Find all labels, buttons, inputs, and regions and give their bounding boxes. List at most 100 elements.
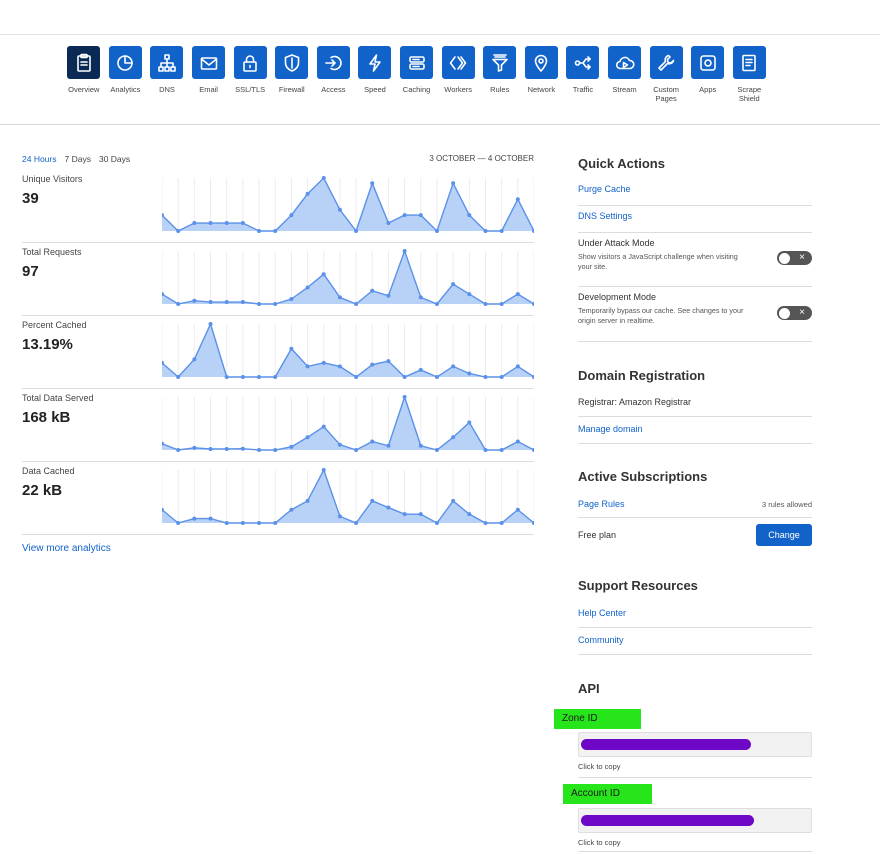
data-point[interactable] — [402, 249, 407, 253]
data-point[interactable] — [192, 445, 197, 450]
data-point[interactable] — [483, 448, 488, 452]
data-point[interactable] — [515, 197, 520, 202]
data-point[interactable] — [289, 346, 294, 351]
data-point[interactable] — [273, 448, 278, 452]
data-point[interactable] — [499, 521, 504, 525]
nav-ssl-tls[interactable]: SSL/TLS — [229, 46, 271, 103]
data-point[interactable] — [208, 516, 213, 521]
data-point[interactable] — [354, 229, 359, 233]
data-point[interactable] — [176, 375, 181, 379]
data-point[interactable] — [224, 375, 229, 379]
nav-dns[interactable]: DNS — [146, 46, 188, 103]
dns-settings-link[interactable]: DNS Settings — [578, 211, 633, 221]
data-point[interactable] — [224, 300, 229, 305]
data-point[interactable] — [532, 302, 534, 306]
data-point[interactable] — [467, 292, 472, 297]
nav-apps[interactable]: Apps — [687, 46, 729, 103]
data-point[interactable] — [370, 181, 375, 186]
data-point[interactable] — [257, 375, 262, 379]
data-point[interactable] — [418, 213, 423, 218]
data-point[interactable] — [162, 507, 164, 512]
nav-overview[interactable]: Overview — [63, 46, 105, 103]
data-point[interactable] — [162, 441, 164, 446]
data-point[interactable] — [240, 221, 245, 226]
data-point[interactable] — [418, 443, 423, 448]
data-point[interactable] — [532, 229, 534, 233]
data-point[interactable] — [208, 446, 213, 451]
data-point[interactable] — [483, 302, 488, 306]
view-more-analytics-link[interactable]: View more analytics — [22, 543, 111, 554]
data-point[interactable] — [532, 521, 534, 525]
zone-id-field[interactable] — [578, 732, 812, 757]
data-point[interactable] — [386, 505, 391, 510]
data-point[interactable] — [418, 295, 423, 300]
under-attack-toggle[interactable]: × — [777, 251, 812, 265]
data-point[interactable] — [499, 375, 504, 379]
page-rules-link[interactable]: Page Rules — [578, 499, 625, 509]
nav-rules[interactable]: Rules — [479, 46, 521, 103]
data-point[interactable] — [354, 448, 359, 452]
data-point[interactable] — [273, 302, 278, 306]
data-point[interactable] — [451, 282, 456, 287]
nav-firewall[interactable]: Firewall — [271, 46, 313, 103]
data-point[interactable] — [370, 439, 375, 444]
data-point[interactable] — [515, 439, 520, 444]
data-point[interactable] — [386, 443, 391, 448]
data-point[interactable] — [434, 521, 439, 525]
data-point[interactable] — [273, 375, 278, 379]
data-point[interactable] — [305, 285, 310, 290]
nav-scrape-shield[interactable]: Scrape Shield — [729, 46, 771, 103]
data-point[interactable] — [402, 395, 407, 399]
data-point[interactable] — [467, 512, 472, 517]
nav-stream[interactable]: Stream — [604, 46, 646, 103]
data-point[interactable] — [337, 295, 342, 300]
dev-mode-toggle[interactable]: × — [777, 306, 812, 320]
range-7-days[interactable]: 7 Days — [64, 154, 91, 164]
account-id-field[interactable] — [578, 808, 812, 833]
nav-access[interactable]: Access — [313, 46, 355, 103]
data-point[interactable] — [499, 302, 504, 306]
data-point[interactable] — [483, 229, 488, 233]
nav-speed[interactable]: Speed — [354, 46, 396, 103]
data-point[interactable] — [499, 229, 504, 233]
data-point[interactable] — [305, 364, 310, 369]
data-point[interactable] — [467, 213, 472, 218]
data-point[interactable] — [224, 446, 229, 451]
purge-cache-link[interactable]: Purge Cache — [578, 184, 631, 194]
data-point[interactable] — [386, 359, 391, 364]
data-point[interactable] — [192, 357, 197, 362]
data-point[interactable] — [289, 507, 294, 512]
data-point[interactable] — [192, 298, 197, 303]
data-point[interactable] — [162, 292, 164, 297]
data-point[interactable] — [224, 521, 229, 525]
data-point[interactable] — [305, 435, 310, 440]
data-point[interactable] — [434, 375, 439, 379]
data-point[interactable] — [289, 444, 294, 449]
community-link[interactable]: Community — [578, 635, 624, 645]
data-point[interactable] — [434, 448, 439, 452]
nav-workers[interactable]: Workers — [437, 46, 479, 103]
data-point[interactable] — [402, 512, 407, 517]
data-point[interactable] — [240, 375, 245, 379]
data-point[interactable] — [354, 302, 359, 306]
data-point[interactable] — [515, 364, 520, 369]
data-point[interactable] — [402, 213, 407, 218]
data-point[interactable] — [162, 360, 164, 365]
data-point[interactable] — [224, 221, 229, 226]
data-point[interactable] — [370, 362, 375, 367]
nav-analytics[interactable]: Analytics — [105, 46, 147, 103]
data-point[interactable] — [162, 213, 164, 218]
data-point[interactable] — [321, 468, 326, 472]
data-point[interactable] — [467, 420, 472, 425]
data-point[interactable] — [176, 229, 181, 233]
data-point[interactable] — [337, 514, 342, 519]
data-point[interactable] — [305, 191, 310, 196]
data-point[interactable] — [337, 207, 342, 212]
data-point[interactable] — [257, 302, 262, 306]
data-point[interactable] — [515, 292, 520, 297]
data-point[interactable] — [451, 181, 456, 186]
data-point[interactable] — [499, 448, 504, 452]
data-point[interactable] — [257, 448, 262, 452]
sparkline-chart[interactable] — [162, 389, 534, 459]
data-point[interactable] — [305, 498, 310, 503]
